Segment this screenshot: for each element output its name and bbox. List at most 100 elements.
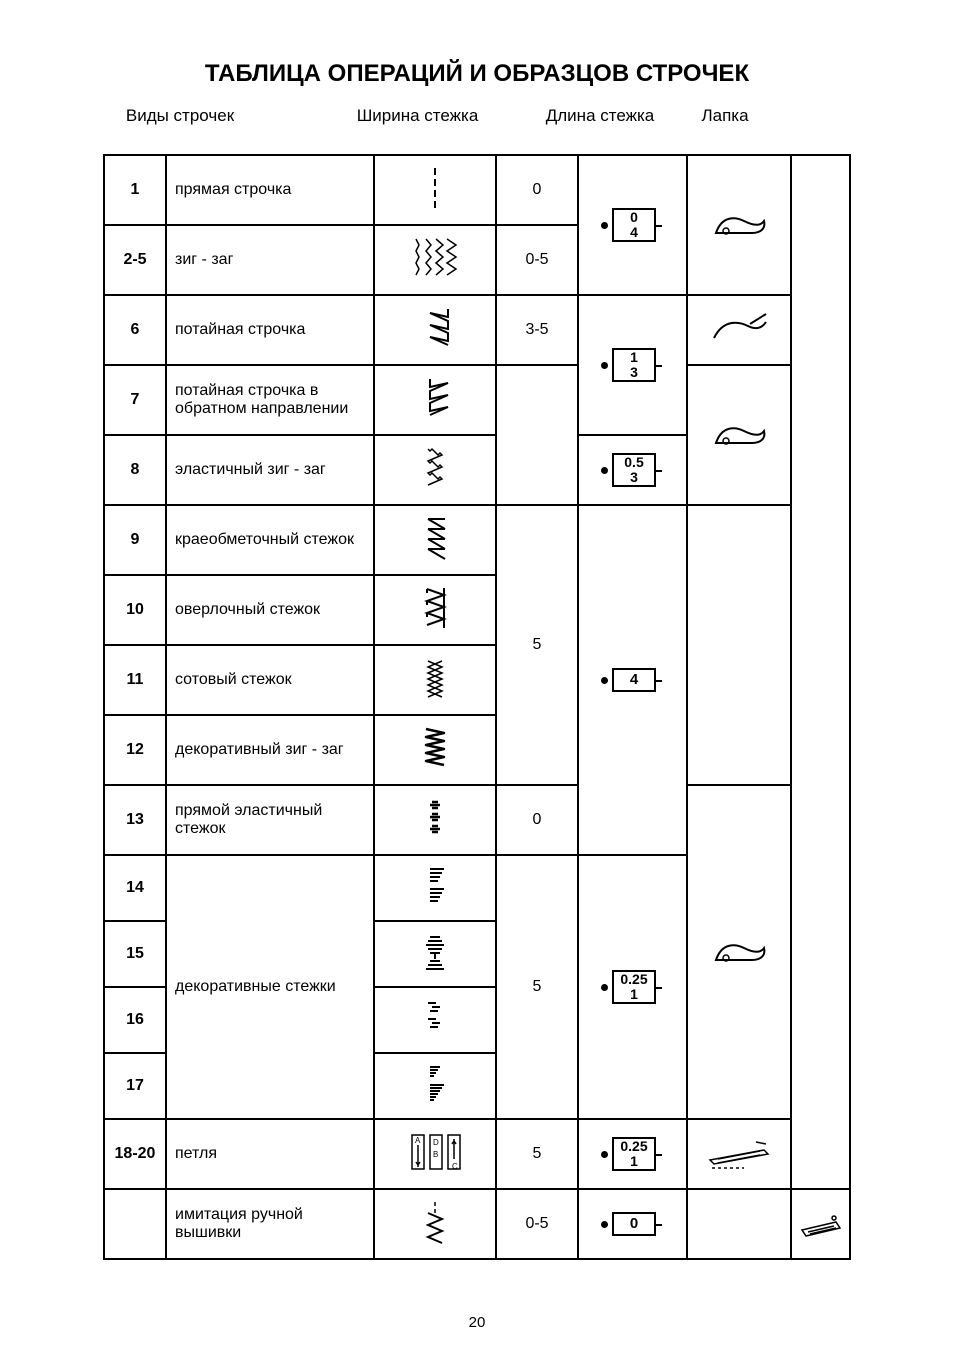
cell-num: 18-20 bbox=[104, 1119, 166, 1189]
column-headers-row: Виды строчек Ширина стежка Длина стежка … bbox=[50, 106, 904, 126]
cell-width: 0 bbox=[496, 155, 578, 225]
dial-val: 1 bbox=[618, 350, 650, 365]
dial-val: 0.5 bbox=[618, 455, 650, 470]
cell-name: эластичный зиг - заг bbox=[166, 435, 374, 505]
dial-val: 0.25 bbox=[618, 972, 650, 987]
length-dial-icon: 0 4 bbox=[601, 208, 664, 242]
cell-name: прямой эластичный стежок bbox=[166, 785, 374, 855]
cell-stitch-icon bbox=[374, 505, 496, 575]
buttonhole-foot-icon bbox=[704, 1132, 774, 1172]
length-dial-icon: 0.5 3 bbox=[601, 453, 664, 487]
cell-num-empty bbox=[104, 1189, 166, 1259]
cell-stitch-icon bbox=[374, 1189, 496, 1259]
blind-stitch-icon bbox=[400, 305, 470, 351]
cell-name: зиг - заг bbox=[166, 225, 374, 295]
dial-dot-icon bbox=[601, 362, 608, 369]
decorative-16-icon bbox=[400, 995, 470, 1041]
overlock-stitch-icon bbox=[400, 585, 470, 631]
cell-stitch-icon bbox=[374, 987, 496, 1053]
cell-name: потайная строчка в обратном направлении bbox=[166, 365, 374, 435]
col-header-foot: Лапка bbox=[675, 106, 775, 126]
cell-num: 7 bbox=[104, 365, 166, 435]
table-row: 1 прямая строчка 0 0 4 bbox=[104, 155, 850, 225]
cell-name: декоративные стежки bbox=[166, 855, 374, 1119]
cell-num: 6 bbox=[104, 295, 166, 365]
dial-dot-icon bbox=[601, 677, 608, 684]
cell-stitch-icon bbox=[374, 435, 496, 505]
dial-dot-icon bbox=[601, 222, 608, 229]
zigzag-icon bbox=[400, 235, 470, 281]
dial-val: 0 bbox=[618, 210, 650, 225]
table-row: 6 потайная строчка 3-5 1 3 bbox=[104, 295, 850, 365]
cell-name: краеобметочный стежок bbox=[166, 505, 374, 575]
page-title: ТАБЛИЦА ОПЕРАЦИЙ И ОБРАЗЦОВ СТРОЧЕК bbox=[50, 60, 904, 88]
cell-num: 1 bbox=[104, 155, 166, 225]
svg-text:C: C bbox=[452, 1162, 458, 1171]
cell-stitch-icon bbox=[374, 921, 496, 987]
col-header-stitch-type: Виды строчек bbox=[50, 106, 310, 126]
honeycomb-stitch-icon bbox=[400, 655, 470, 701]
cell-name: прямая строчка bbox=[166, 155, 374, 225]
table-row: 7 потайная строчка в обратном направлени… bbox=[104, 365, 850, 435]
cell-width: 0 bbox=[496, 785, 578, 855]
stitches-table: 1 прямая строчка 0 0 4 bbox=[103, 154, 851, 1260]
dial-dot-icon bbox=[601, 467, 608, 474]
dial-val: 1 bbox=[618, 987, 650, 1002]
dial-box: 0.25 1 bbox=[612, 970, 656, 1004]
cell-name: потайная строчка bbox=[166, 295, 374, 365]
cell-foot bbox=[687, 785, 791, 1119]
cell-width: 3-5 bbox=[496, 295, 578, 365]
dial-box: 1 3 bbox=[612, 348, 656, 382]
cell-stitch-icon bbox=[374, 785, 496, 855]
hand-look-stitch-icon bbox=[400, 1199, 470, 1245]
dial-box: 4 bbox=[612, 668, 656, 692]
cell-width-empty bbox=[496, 365, 578, 505]
dial-val: 0.25 bbox=[618, 1139, 650, 1154]
cell-stitch-icon bbox=[374, 855, 496, 921]
cell-stitch-icon: A D B C bbox=[374, 1119, 496, 1189]
dial-box: 0 bbox=[612, 1212, 656, 1236]
cell-length: 0.25 1 bbox=[578, 1119, 687, 1189]
cell-num: 10 bbox=[104, 575, 166, 645]
cell-stitch-icon bbox=[374, 1053, 496, 1119]
presser-foot-icon bbox=[704, 413, 774, 453]
dial-val: 3 bbox=[618, 470, 650, 485]
dial-box: 0.25 1 bbox=[612, 1137, 656, 1171]
cell-foot bbox=[687, 155, 791, 295]
decorative-14-icon bbox=[400, 863, 470, 909]
cell-width: 5 bbox=[496, 1119, 578, 1189]
cell-stitch-icon bbox=[374, 575, 496, 645]
svg-text:B: B bbox=[433, 1150, 438, 1159]
cell-num: 12 bbox=[104, 715, 166, 785]
cell-name: оверлочный стежок bbox=[166, 575, 374, 645]
cell-foot-empty bbox=[687, 1189, 791, 1259]
table-row: имитация ручной вышивки 0-5 0 bbox=[104, 1189, 850, 1259]
cell-num: 2-5 bbox=[104, 225, 166, 295]
cell-foot bbox=[687, 295, 791, 365]
blind-reverse-stitch-icon bbox=[400, 375, 470, 421]
dial-val: 3 bbox=[618, 365, 650, 380]
cell-width: 5 bbox=[496, 855, 578, 1119]
cell-width: 0-5 bbox=[496, 1189, 578, 1259]
cell-length: 1 3 bbox=[578, 295, 687, 435]
cell-stitch-icon bbox=[374, 365, 496, 435]
length-dial-icon: 0 bbox=[601, 1212, 664, 1236]
cell-name: декоративный зиг - заг bbox=[166, 715, 374, 785]
presser-foot-icon bbox=[704, 203, 774, 243]
cell-num: 13 bbox=[104, 785, 166, 855]
dial-box: 0 4 bbox=[612, 208, 656, 242]
cell-foot bbox=[687, 1119, 791, 1189]
cell-length: 4 bbox=[578, 505, 687, 855]
cell-length: 0 bbox=[578, 1189, 687, 1259]
cell-name: петля bbox=[166, 1119, 374, 1189]
col-header-stitch-width: Ширина стежка bbox=[310, 106, 525, 126]
cell-extra-empty bbox=[791, 155, 850, 1189]
cell-num: 11 bbox=[104, 645, 166, 715]
length-dial-icon: 0.25 1 bbox=[601, 970, 664, 1004]
cell-foot-empty bbox=[687, 505, 791, 785]
length-dial-icon: 0.25 1 bbox=[601, 1137, 664, 1171]
cell-num: 14 bbox=[104, 855, 166, 921]
col-header-stitch-length: Длина стежка bbox=[525, 106, 675, 126]
cell-num: 17 bbox=[104, 1053, 166, 1119]
cell-name: имитация ручной вышивки bbox=[166, 1189, 374, 1259]
